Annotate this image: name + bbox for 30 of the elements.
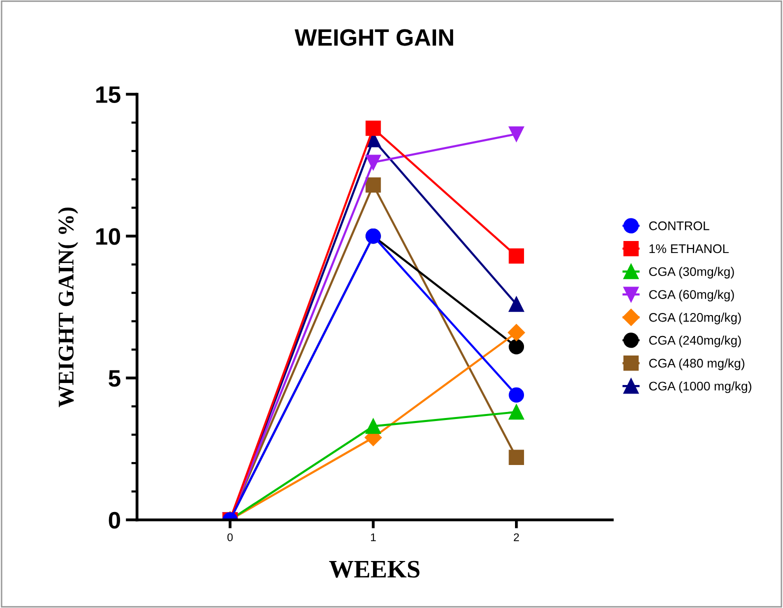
- x-tick-label: 1: [370, 533, 376, 542]
- legend-label: CGA (30mg/kg): [649, 266, 734, 279]
- point: [508, 248, 524, 264]
- legend-label: CGA (120mg/kg): [649, 312, 741, 324]
- legend-label: CGA (480 mg/kg): [649, 358, 744, 370]
- y-tick-label: 15: [96, 86, 120, 104]
- y-tick-label: 5: [108, 370, 120, 387]
- legend-label: CGA (1000 mg/kg): [649, 381, 752, 394]
- point: [508, 339, 524, 354]
- point: [508, 387, 524, 403]
- y-tick-label: 0: [108, 512, 120, 529]
- legend-label: CONTROL: [649, 221, 710, 230]
- chart-title: WEIGHT GAIN: [294, 29, 454, 46]
- point: [366, 120, 381, 136]
- legend-label: CGA (240mg/kg): [649, 336, 741, 348]
- point: [508, 296, 524, 312]
- y-axis-title: WEIGHT GAIN( %): [58, 208, 78, 408]
- x-axis-title: WEEKS: [329, 560, 420, 578]
- legend-label: CGA (60mg/kg): [649, 290, 734, 302]
- x-tick-label: 0: [227, 533, 233, 542]
- point: [366, 418, 381, 434]
- point: [508, 450, 524, 466]
- point: [366, 177, 381, 193]
- point: [508, 126, 524, 142]
- legend-label: 1% ETHANOL: [650, 244, 729, 254]
- y-tick-label: 10: [96, 228, 120, 245]
- point: [366, 154, 381, 170]
- point: [508, 324, 525, 342]
- x-tick-label: 2: [514, 533, 519, 542]
- point: [508, 404, 524, 420]
